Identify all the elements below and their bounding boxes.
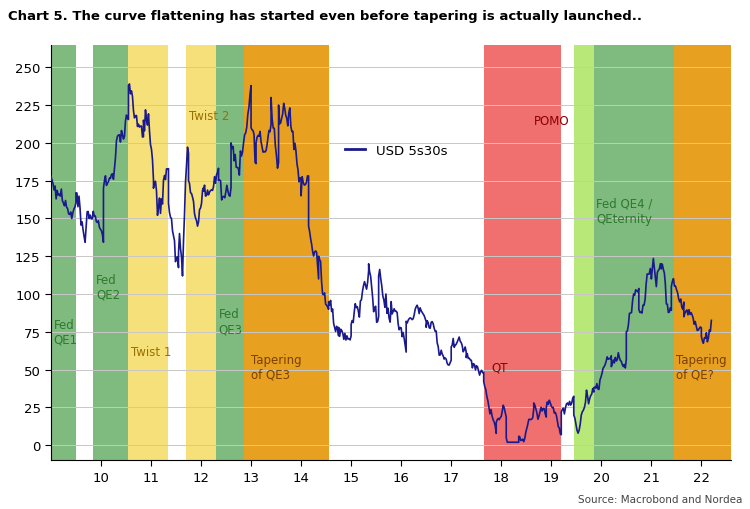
Bar	[674, 45, 731, 461]
Text: Twist 2: Twist 2	[188, 110, 229, 123]
Legend: USD 5s30s: USD 5s30s	[340, 139, 452, 163]
Bar	[594, 45, 674, 461]
Text: Fed
QE3: Fed QE3	[218, 307, 242, 335]
Text: Twist 1: Twist 1	[131, 345, 171, 358]
Bar	[186, 45, 216, 461]
Text: Tapering
of QE?: Tapering of QE?	[676, 353, 727, 381]
Text: Tapering
of QE3: Tapering of QE3	[251, 353, 302, 381]
Bar	[94, 45, 128, 461]
Text: Fed
QE2: Fed QE2	[96, 273, 120, 301]
Text: Fed
QE1: Fed QE1	[53, 318, 77, 346]
Bar	[216, 45, 244, 461]
Bar	[244, 45, 328, 461]
Text: Fed QE4 /
QEternity: Fed QE4 / QEternity	[596, 197, 652, 225]
Bar	[51, 45, 76, 461]
Text: Chart 5. The curve flattening has started even before tapering is actually launc: Chart 5. The curve flattening has starte…	[8, 10, 641, 23]
Bar	[484, 45, 561, 461]
Bar	[169, 45, 186, 461]
Text: Source: Macrobond and Nordea: Source: Macrobond and Nordea	[578, 494, 742, 504]
Bar	[574, 45, 594, 461]
Text: POMO: POMO	[534, 115, 569, 127]
Text: QT: QT	[491, 360, 508, 374]
Bar	[128, 45, 169, 461]
